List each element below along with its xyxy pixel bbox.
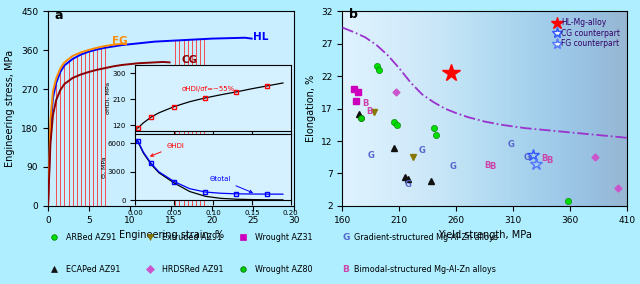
Text: B: B [484, 161, 490, 170]
Y-axis label: Elongation, %: Elongation, % [306, 75, 316, 142]
Legend: HL-Mg-alloy, CG counterpart, FG counterpart: HL-Mg-alloy, CG counterpart, FG counterp… [552, 15, 623, 51]
Text: G: G [367, 151, 374, 160]
Text: B: B [342, 265, 349, 274]
Text: B: B [367, 107, 373, 116]
Text: FG: FG [112, 36, 128, 46]
Text: B: B [490, 162, 496, 172]
Text: b: b [349, 8, 358, 21]
X-axis label: Yield strength, MPa: Yield strength, MPa [438, 230, 532, 240]
Text: B: B [547, 156, 553, 165]
Text: Wrought AZ80: Wrought AZ80 [255, 265, 312, 274]
Text: Extruded AZ91: Extruded AZ91 [162, 233, 222, 242]
Text: G: G [508, 140, 515, 149]
Text: a: a [54, 9, 63, 22]
Text: CG: CG [181, 55, 197, 65]
Y-axis label: Engineering stress, MPa: Engineering stress, MPa [6, 50, 15, 167]
Text: B: B [541, 154, 547, 163]
Text: Bimodal-structured Mg-Al-Zn alloys: Bimodal-structured Mg-Al-Zn alloys [354, 265, 496, 274]
Text: HL: HL [253, 32, 269, 42]
Text: Gradient-structured Mg-Al-Zn alloys: Gradient-structured Mg-Al-Zn alloys [354, 233, 498, 242]
Text: ARBed AZ91: ARBed AZ91 [66, 233, 116, 242]
Text: G: G [342, 233, 350, 242]
Text: G: G [449, 162, 456, 172]
Text: G: G [405, 180, 412, 189]
Text: ECAPed AZ91: ECAPed AZ91 [66, 265, 120, 274]
Text: G: G [524, 153, 531, 162]
Text: Wrought AZ31: Wrought AZ31 [255, 233, 312, 242]
Text: B: B [362, 99, 369, 108]
X-axis label: Engineering strain, %: Engineering strain, % [118, 230, 224, 240]
Text: G: G [419, 146, 426, 155]
Text: HRDSRed AZ91: HRDSRed AZ91 [162, 265, 223, 274]
